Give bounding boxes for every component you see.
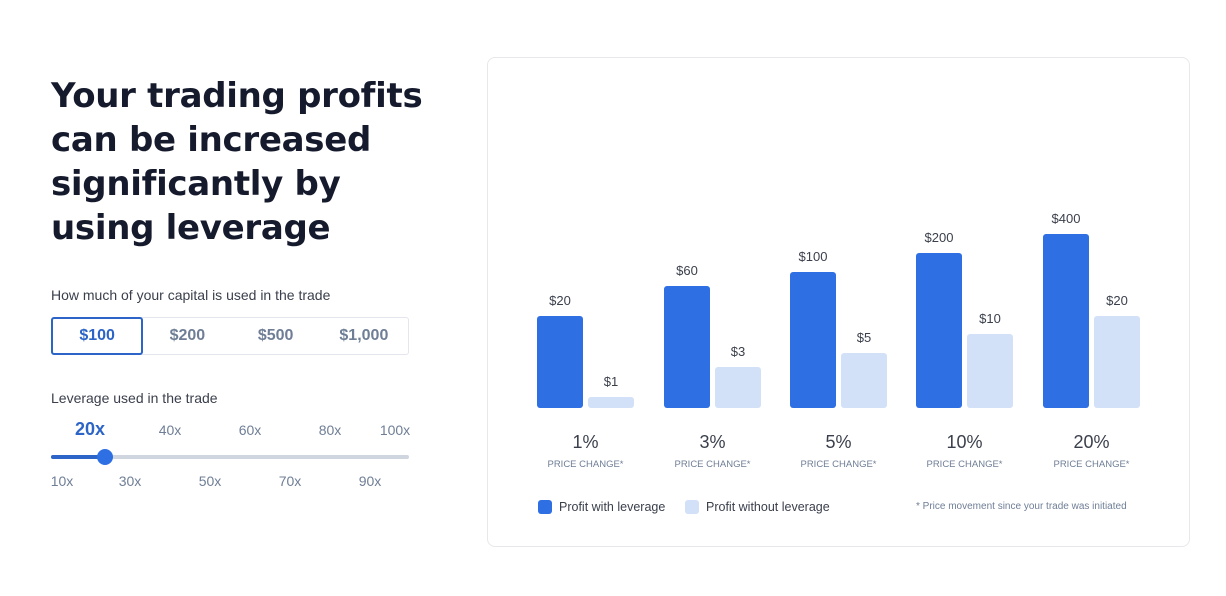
category-label: 20% (1073, 432, 1109, 452)
category-sublabel: PRICE CHANGE* (674, 459, 750, 470)
bar-without-leverage-1 (715, 367, 761, 408)
bar-without-leverage-4 (1094, 316, 1140, 408)
bar-value-label: $3 (731, 344, 745, 359)
bar-value-label: $200 (925, 230, 954, 245)
leverage-mark-20x[interactable]: 20x (74, 419, 106, 439)
bar-with-leverage-3 (916, 253, 962, 408)
leverage-mark-30x[interactable]: 30x (118, 473, 142, 489)
bar-with-leverage-2 (790, 272, 836, 408)
leverage-mark-50x[interactable]: 50x (198, 473, 222, 489)
bar-value-label: $1 (604, 374, 618, 389)
legend-without-leverage: Profit without leverage (685, 500, 830, 514)
legend-label-with-leverage: Profit with leverage (559, 500, 666, 514)
category-sublabel: PRICE CHANGE* (800, 459, 876, 470)
headline: Your trading profits can be increased si… (51, 76, 423, 248)
capital-label: How much of your capital is used in the … (51, 287, 331, 303)
leverage-slider-thumb[interactable] (97, 449, 113, 465)
leverage-slider-fill (51, 455, 105, 459)
capital-option-500[interactable]: $500 (257, 327, 294, 344)
leverage-mark-80x[interactable]: 80x (318, 422, 342, 438)
bar-value-label: $20 (549, 293, 571, 308)
legend-swatch-without-leverage (685, 500, 699, 514)
bar-with-leverage-0 (537, 316, 583, 408)
capital-option-100[interactable]: $100 (51, 317, 144, 355)
bar-value-label: $100 (799, 249, 828, 264)
legend-label-without-leverage: Profit without leverage (706, 500, 830, 514)
category-label: 1% (572, 432, 598, 452)
leverage-mark-10x[interactable]: 10x (50, 473, 74, 489)
bar-without-leverage-0 (588, 397, 634, 408)
bar-with-leverage-1 (664, 286, 710, 408)
legend-with-leverage: Profit with leverage (538, 500, 665, 514)
leverage-mark-100x[interactable]: 100x (379, 422, 411, 438)
capital-option-1000[interactable]: $1,000 (339, 327, 389, 344)
capital-selector: $100 $200 $500 $1,000 (51, 317, 409, 355)
category-sublabel: PRICE CHANGE* (1053, 459, 1129, 470)
bar-without-leverage-2 (841, 353, 887, 408)
bar-value-label: $400 (1052, 211, 1081, 226)
leverage-slider-track[interactable] (51, 455, 409, 459)
leverage-mark-90x[interactable]: 90x (358, 473, 382, 489)
category-sublabel: PRICE CHANGE* (547, 459, 623, 470)
chart-footnote: * Price movement since your trade was in… (916, 501, 1127, 512)
bar-value-label: $5 (857, 330, 871, 345)
capital-option-200[interactable]: $200 (169, 327, 206, 344)
category-label: 10% (946, 432, 982, 452)
legend-swatch-with-leverage (538, 500, 552, 514)
bar-value-label: $20 (1106, 293, 1128, 308)
leverage-mark-40x[interactable]: 40x (158, 422, 182, 438)
category-label: 5% (825, 432, 851, 452)
leverage-mark-70x[interactable]: 70x (278, 473, 302, 489)
leverage-label: Leverage used in the trade (51, 390, 218, 406)
bar-without-leverage-3 (967, 334, 1013, 408)
bar-value-label: $10 (979, 311, 1001, 326)
bar-with-leverage-4 (1043, 234, 1089, 408)
category-sublabel: PRICE CHANGE* (926, 459, 1002, 470)
bar-value-label: $60 (676, 263, 698, 278)
leverage-mark-60x[interactable]: 60x (238, 422, 262, 438)
category-label: 3% (699, 432, 725, 452)
